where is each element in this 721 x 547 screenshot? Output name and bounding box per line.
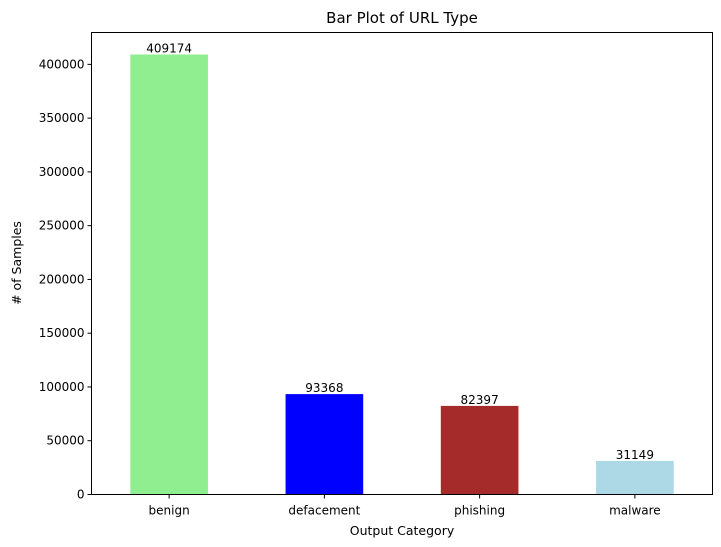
data-label-defacement: 93368 [305,381,343,395]
x-tick-label-malware: malware [609,504,661,518]
x-tick-label-defacement: defacement [288,504,360,518]
plot-frame [91,32,713,495]
y-tick-label: 100000 [39,380,85,394]
bar-defacement [285,394,364,495]
plot-area: 409174 93368 82397 31149 benign defacement ph… [39,32,713,518]
bars-group [130,54,674,495]
y-tick-label: 350000 [39,111,85,125]
y-tick-label: 400000 [39,57,85,71]
x-tick-label-phishing: phishing [454,504,505,518]
y-tick-label: 50000 [46,434,84,448]
x-ticks-group: benign defacement phishing malware [149,494,661,518]
chart-title: Bar Plot of URL Type [326,9,478,27]
bar-phishing [440,405,519,495]
y-ticks-group: 0 50000 100000 150000 200000 250000 300000 3500… [39,57,92,502]
bar-benign [130,54,208,495]
y-tick-label: 150000 [39,326,85,340]
y-tick-label: 200000 [39,272,85,286]
y-axis-label: # of Samples [9,221,24,305]
bar-malware [596,461,674,495]
data-label-malware: 31149 [616,448,654,462]
x-axis-label: Output Category [350,523,455,538]
data-label-phishing: 82397 [461,393,499,407]
data-label-benign: 409174 [146,42,192,56]
y-tick-label: 300000 [39,165,85,179]
y-tick-label: 0 [77,488,85,502]
x-tick-label-benign: benign [149,504,190,518]
data-labels-group: 409174 93368 82397 31149 [146,42,654,463]
y-tick-label: 250000 [39,219,85,233]
